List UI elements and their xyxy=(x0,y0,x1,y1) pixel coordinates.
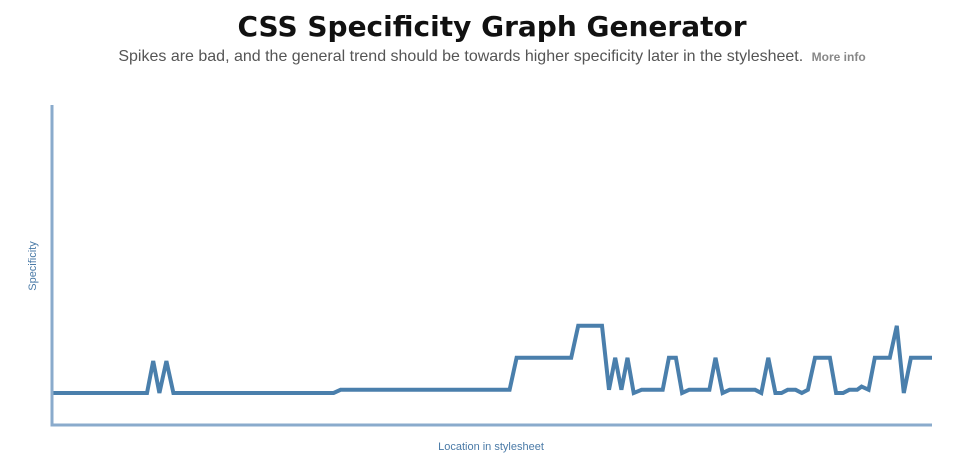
more-info-link[interactable]: More info xyxy=(811,50,866,64)
specificity-series-line xyxy=(52,323,932,396)
x-axis-label: Location in stylesheet xyxy=(438,441,544,453)
plot-area xyxy=(50,105,932,427)
y-axis-label: Specificity xyxy=(27,241,39,291)
page-title: CSS Specificity Graph Generator xyxy=(237,10,747,43)
subtitle-text: Spikes are bad, and the general trend sh… xyxy=(118,48,804,65)
page-subtitle: Spikes are bad, and the general trend sh… xyxy=(0,47,967,67)
